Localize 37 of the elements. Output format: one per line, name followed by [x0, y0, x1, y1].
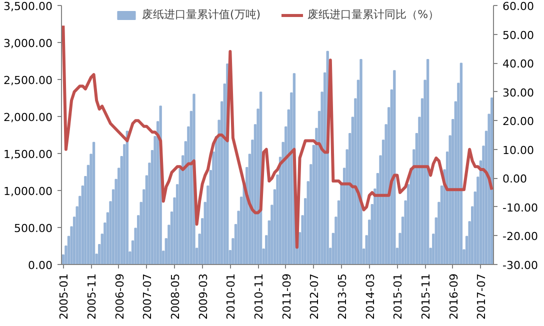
x-tick-label: 2005-01 — [58, 273, 71, 320]
y-tick-label: 3,000.00 — [4, 37, 52, 50]
x-tick-label: 2016-09 — [447, 273, 460, 320]
x-tick-label: 2010-11 — [252, 273, 266, 320]
y-tick-label: 2,500.00 — [4, 74, 52, 87]
x-tick-label: 2014-03 — [364, 273, 377, 320]
y-tick-label: 2,000.00 — [4, 111, 52, 124]
y2-tick-label: -30.00 — [502, 259, 538, 272]
y2-tick-label: -20.00 — [502, 230, 538, 244]
y2-tick-label: 30.00 — [502, 86, 534, 100]
y2-tick-label: 0.00 — [502, 172, 527, 186]
x-tick-label: 2006-09 — [113, 273, 126, 320]
y-tick-label: 1,000.00 — [4, 185, 52, 198]
x-tick-label: 2010-01 — [224, 273, 238, 320]
x-tick-label: 2015-11 — [420, 273, 433, 320]
x-tick-label: 2012-07 — [308, 273, 322, 320]
y2-tick-label: -10.00 — [502, 201, 538, 214]
y2-tick-label: 40.00 — [502, 58, 534, 71]
x-tick-label: 2008-05 — [169, 273, 182, 320]
y-tick-label: 1,500.00 — [4, 148, 52, 161]
x-tick-label: 2007-07 — [141, 273, 154, 320]
x-tick-label: 2009-03 — [196, 273, 210, 320]
y2-tick-label: 60.00 — [502, 0, 534, 13]
y2-tick-label: 20.00 — [502, 115, 534, 128]
y2-tick-label: 50.00 — [502, 28, 534, 42]
x-tick-label: 2013-05 — [336, 273, 350, 320]
y-tick-label: 0.00 — [28, 259, 53, 272]
y2-tick-label: 10.00 — [502, 144, 534, 157]
x-tick-label: 2011-09 — [280, 273, 294, 320]
x-tick-label: 2015-01 — [392, 273, 405, 320]
y-tick-label: 500.00 — [14, 222, 53, 235]
legend-label: 废纸进口量累计同比（%） — [308, 7, 440, 22]
legend-label: 废纸进口量累计值(万吨) — [142, 7, 261, 22]
x-tick-label: 2017-07 — [475, 273, 488, 320]
x-tick-label: 2005-11 — [86, 273, 99, 320]
line-series — [62, 24, 494, 249]
y-tick-label: 3,500.00 — [4, 0, 52, 13]
